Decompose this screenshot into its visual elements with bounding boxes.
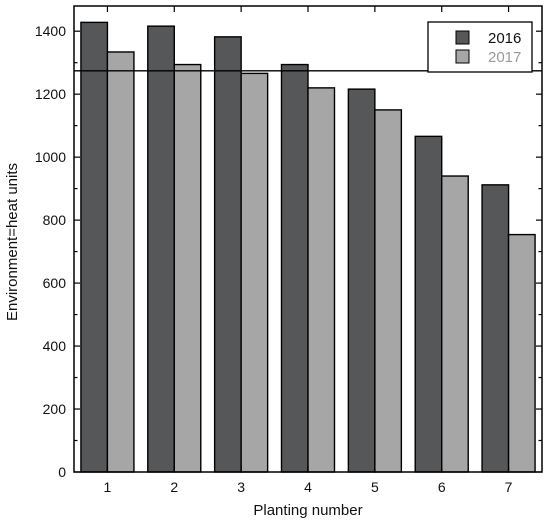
bar-2016-5 xyxy=(347,88,376,473)
bar-2017-7 xyxy=(507,233,536,473)
x-tick-label: 2 xyxy=(170,479,178,495)
y-axis-title: Environment=heat units xyxy=(4,163,21,321)
y-tick-label: 600 xyxy=(43,275,67,291)
x-tick-label: 6 xyxy=(438,479,446,495)
x-axis-title: Planting number xyxy=(253,502,362,519)
bar-2016-2 xyxy=(147,25,175,473)
bar-2017-5 xyxy=(374,109,403,473)
y-tick-label: 0 xyxy=(58,464,66,480)
y-tick-label: 1200 xyxy=(35,86,66,102)
bars-layer xyxy=(80,21,536,473)
x-tick-label: 7 xyxy=(505,479,513,495)
x-tick-label: 4 xyxy=(304,479,312,495)
bar-2016-4 xyxy=(280,63,309,473)
x-tick-label: 5 xyxy=(371,479,379,495)
y-tick-label: 800 xyxy=(43,212,67,228)
bar-2016-6 xyxy=(414,135,443,473)
x-tick-label: 3 xyxy=(237,479,245,495)
y-tick-label: 400 xyxy=(43,338,67,354)
bar-2016-7 xyxy=(481,184,510,473)
legend: 2016 2017 xyxy=(427,21,533,73)
legend-label-2016: 2016 xyxy=(488,30,521,47)
legend-swatch-2016 xyxy=(455,30,470,45)
y-tick-label: 1400 xyxy=(35,23,66,39)
legend-swatch-2017 xyxy=(455,49,470,64)
ticks-layer: 0 200 400 600 800 1000 1200 1400 1 2 3 4 5 6 7 xyxy=(35,6,542,495)
bar-2016-1 xyxy=(80,21,109,473)
bar-2017-1 xyxy=(106,51,135,473)
bar-2017-4 xyxy=(307,87,336,473)
bar-2017-2 xyxy=(173,63,202,473)
bar-2017-6 xyxy=(441,175,469,473)
y-tick-label: 1000 xyxy=(35,149,66,165)
bar-2016-3 xyxy=(213,36,242,473)
bar-2017-3 xyxy=(240,72,269,473)
y-tick-label: 200 xyxy=(43,401,67,417)
x-tick-label: 1 xyxy=(104,479,112,495)
legend-label-2017: 2017 xyxy=(488,49,521,66)
legend-box xyxy=(427,21,533,73)
